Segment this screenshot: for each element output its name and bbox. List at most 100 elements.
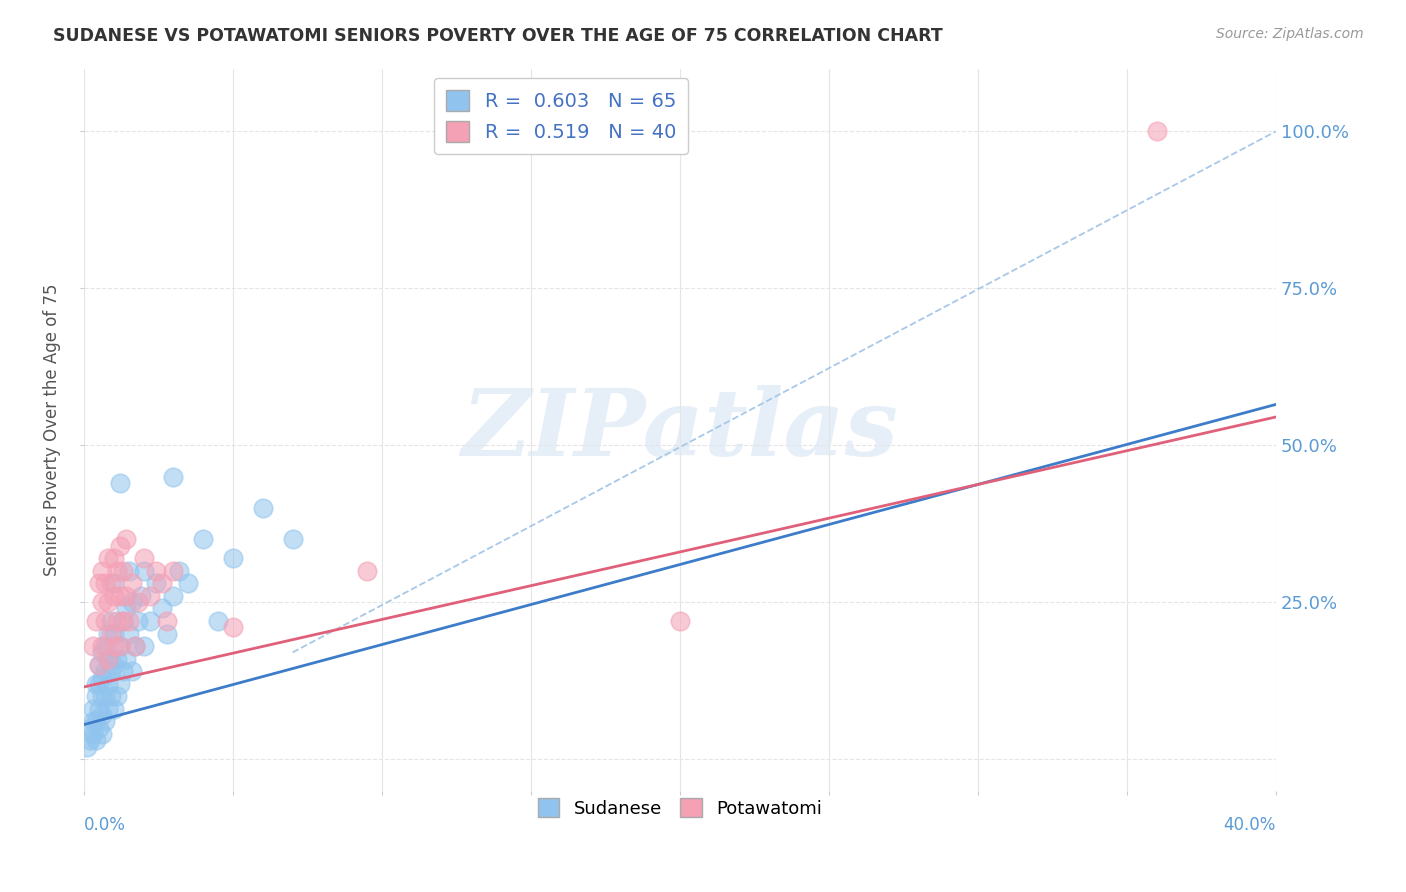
Point bbox=[103, 639, 125, 653]
Point bbox=[111, 614, 134, 628]
Text: SUDANESE VS POTAWATOMI SENIORS POVERTY OVER THE AGE OF 75 CORRELATION CHART: SUDANESE VS POTAWATOMI SENIORS POVERTY O… bbox=[53, 27, 943, 45]
Point bbox=[84, 690, 107, 704]
Point bbox=[222, 551, 245, 566]
Point bbox=[127, 595, 149, 609]
Point bbox=[108, 539, 131, 553]
Point bbox=[669, 614, 692, 628]
Point bbox=[87, 677, 110, 691]
Point bbox=[97, 677, 120, 691]
Point bbox=[94, 614, 117, 628]
Point bbox=[114, 533, 136, 547]
Text: 0.0%: 0.0% bbox=[84, 815, 127, 834]
Point bbox=[121, 664, 143, 678]
Point bbox=[94, 664, 117, 678]
Point bbox=[103, 589, 125, 603]
Point bbox=[84, 733, 107, 747]
Point bbox=[103, 576, 125, 591]
Point bbox=[138, 614, 160, 628]
Point bbox=[87, 657, 110, 672]
Point bbox=[100, 664, 122, 678]
Point bbox=[145, 576, 167, 591]
Point bbox=[90, 671, 112, 685]
Text: ZIPatlas: ZIPatlas bbox=[461, 384, 898, 475]
Point bbox=[100, 576, 122, 591]
Point bbox=[84, 714, 107, 729]
Y-axis label: Seniors Poverty Over the Age of 75: Seniors Poverty Over the Age of 75 bbox=[44, 284, 60, 575]
Point bbox=[94, 576, 117, 591]
Point bbox=[156, 614, 179, 628]
Point bbox=[169, 564, 191, 578]
Point bbox=[103, 657, 125, 672]
Legend: Sudanese, Potawatomi: Sudanese, Potawatomi bbox=[530, 790, 830, 825]
Point bbox=[111, 564, 134, 578]
Point bbox=[87, 721, 110, 735]
Point bbox=[118, 626, 141, 640]
Point bbox=[252, 500, 274, 515]
Point bbox=[94, 690, 117, 704]
Point bbox=[193, 533, 215, 547]
Point bbox=[100, 626, 122, 640]
Point bbox=[82, 727, 104, 741]
Point bbox=[97, 595, 120, 609]
Point bbox=[87, 576, 110, 591]
Point bbox=[90, 645, 112, 659]
Point bbox=[111, 614, 134, 628]
Point bbox=[94, 639, 117, 653]
Point bbox=[108, 589, 131, 603]
Point bbox=[90, 564, 112, 578]
Point bbox=[87, 657, 110, 672]
Point bbox=[87, 702, 110, 716]
Point bbox=[82, 714, 104, 729]
Point bbox=[118, 564, 141, 578]
Point bbox=[281, 533, 304, 547]
Point bbox=[138, 589, 160, 603]
Point bbox=[121, 595, 143, 609]
Point bbox=[90, 639, 112, 653]
Point bbox=[90, 727, 112, 741]
Point bbox=[124, 639, 146, 653]
Point bbox=[97, 651, 120, 665]
Point bbox=[76, 739, 98, 754]
Point bbox=[82, 702, 104, 716]
Point bbox=[97, 626, 120, 640]
Point bbox=[162, 564, 184, 578]
Point bbox=[124, 639, 146, 653]
Point bbox=[90, 708, 112, 723]
Point bbox=[82, 639, 104, 653]
Text: 40.0%: 40.0% bbox=[1223, 815, 1277, 834]
Point bbox=[177, 576, 200, 591]
Point bbox=[118, 614, 141, 628]
Point bbox=[108, 639, 131, 653]
Point bbox=[127, 614, 149, 628]
Point bbox=[162, 469, 184, 483]
Point bbox=[1146, 124, 1168, 138]
Point bbox=[108, 677, 131, 691]
Point bbox=[105, 651, 128, 665]
Point bbox=[114, 589, 136, 603]
Point bbox=[207, 614, 229, 628]
Point bbox=[79, 733, 101, 747]
Point bbox=[121, 576, 143, 591]
Point bbox=[108, 475, 131, 490]
Point bbox=[103, 551, 125, 566]
Point bbox=[108, 639, 131, 653]
Point bbox=[132, 564, 155, 578]
Point bbox=[132, 551, 155, 566]
Point bbox=[162, 589, 184, 603]
Point bbox=[97, 551, 120, 566]
Point bbox=[150, 601, 173, 615]
Text: Source: ZipAtlas.com: Source: ZipAtlas.com bbox=[1216, 27, 1364, 41]
Point bbox=[100, 690, 122, 704]
Point bbox=[156, 626, 179, 640]
Point bbox=[97, 702, 120, 716]
Point bbox=[97, 651, 120, 665]
Point bbox=[90, 690, 112, 704]
Point bbox=[222, 620, 245, 634]
Point bbox=[103, 702, 125, 716]
Point bbox=[356, 564, 378, 578]
Point bbox=[103, 626, 125, 640]
Point bbox=[129, 589, 152, 603]
Point bbox=[105, 564, 128, 578]
Point bbox=[114, 651, 136, 665]
Point bbox=[90, 595, 112, 609]
